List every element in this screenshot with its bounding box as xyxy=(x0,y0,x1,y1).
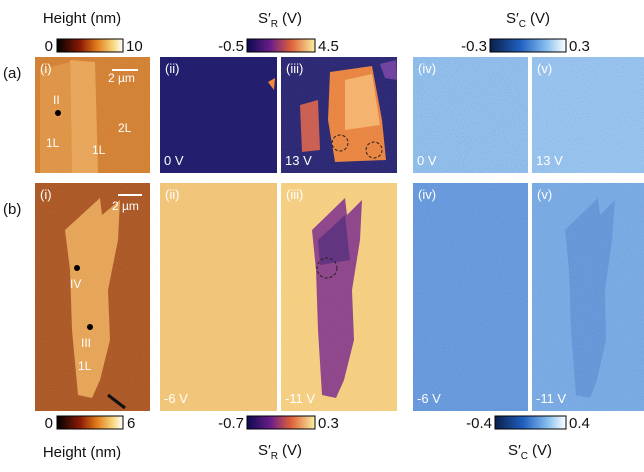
image-shape xyxy=(281,183,397,411)
label: Height (nm) xyxy=(43,10,121,27)
panel-b-v: (v) -11 V xyxy=(532,183,644,411)
label: (iii) xyxy=(286,61,303,76)
label: (v) xyxy=(537,187,552,202)
panel-a-v: (v) 13 V xyxy=(532,57,644,173)
figure: Height (nm) 0 10 S′R(V) -0.5 4.5 S′C(V) … xyxy=(0,0,644,467)
image-shape xyxy=(87,324,93,330)
colorbar-bottom-sr: -0.7 0.3 S′R (V) xyxy=(218,415,339,462)
label: -11 V xyxy=(285,391,315,406)
label: S′R (V) xyxy=(258,10,302,30)
label: 4.5 xyxy=(318,38,339,55)
image-shape xyxy=(74,265,80,271)
label: C xyxy=(519,19,526,30)
label: 1L xyxy=(46,136,60,150)
panel-b-iv: (iv) -6 V xyxy=(413,183,528,411)
label: (v) xyxy=(537,61,552,76)
label: S′R (V) xyxy=(258,442,302,462)
label: (iv) xyxy=(418,187,436,202)
image-shape xyxy=(55,110,61,116)
label: (b) xyxy=(3,201,21,218)
label: III xyxy=(81,336,91,350)
colorbar-top-sc: S′C (V) -0.3 0.3 xyxy=(461,10,590,55)
label: R xyxy=(271,451,278,462)
label: 2 µm xyxy=(108,71,135,85)
panel-a-i: (i) 2 µm II 1L 1L 2L xyxy=(35,57,150,173)
label: (iv) xyxy=(418,61,436,76)
label: (V) xyxy=(282,442,302,459)
colorbar-bottom-sc: -0.4 0.4 S′C (V) xyxy=(466,415,590,462)
label: 0 V xyxy=(164,153,184,168)
label: (i) xyxy=(40,61,52,76)
label: 1L xyxy=(78,359,92,373)
label: (V) xyxy=(530,10,550,27)
label: 0 xyxy=(45,415,53,432)
panel-a-ii: (ii) 0 V xyxy=(160,57,277,173)
label: -0.3 xyxy=(461,38,487,55)
label: C xyxy=(521,451,528,462)
label: 0 V xyxy=(417,153,437,168)
label: 0.3 xyxy=(569,38,590,55)
label: 0.3 xyxy=(318,415,339,432)
label: Height (nm) xyxy=(43,444,121,461)
label: -0.7 xyxy=(218,415,244,432)
label: (V) xyxy=(282,10,302,27)
label: S′ xyxy=(506,10,519,27)
label: 1L xyxy=(92,143,106,157)
colorbar xyxy=(247,39,315,52)
label: 13 V xyxy=(285,153,312,168)
label: 0 xyxy=(45,38,53,55)
colorbar xyxy=(57,416,123,429)
label: 13 V xyxy=(536,153,563,168)
label: R xyxy=(271,19,278,30)
colorbar xyxy=(490,39,566,52)
label: 6 xyxy=(127,415,135,432)
panel-b-ii: (ii) -6 V xyxy=(160,183,277,411)
image-shape xyxy=(413,183,528,411)
label: S′C (V) xyxy=(508,442,552,462)
colorbar xyxy=(57,39,123,52)
label: -11 V xyxy=(536,391,566,406)
label: -0.5 xyxy=(218,38,244,55)
panel-b-i: (i) 2 µm IV III 1L xyxy=(35,183,150,411)
label: S′ xyxy=(508,442,521,459)
colorbar xyxy=(495,416,566,429)
colorbar-bottom-height: 0 6 Height (nm) xyxy=(43,415,136,461)
panel-a-iii: (iii) 13 V xyxy=(281,57,397,173)
label: (ii) xyxy=(165,61,179,76)
label: 0.4 xyxy=(569,415,590,432)
label: 2L xyxy=(118,121,132,135)
colorbar-top-sr: S′R (V) -0.5 4.5 xyxy=(218,10,339,55)
label: (iii) xyxy=(286,187,303,202)
image-shape xyxy=(160,183,277,411)
label: 10 xyxy=(126,38,143,55)
label: (i) xyxy=(40,187,52,202)
label: -6 V xyxy=(164,391,188,406)
colorbar-top-height: Height (nm) 0 10 xyxy=(43,10,143,55)
colorbar xyxy=(247,416,315,429)
label: S′ xyxy=(258,442,271,459)
image-shape xyxy=(532,183,644,411)
image-shape xyxy=(35,183,150,411)
label: S′ xyxy=(258,10,271,27)
label: (a) xyxy=(3,65,21,82)
label: IV xyxy=(70,277,81,291)
label: S′C (V) xyxy=(506,10,550,30)
label: -6 V xyxy=(417,391,441,406)
panel-a-iv: (iv) 0 V xyxy=(413,57,528,173)
label: II xyxy=(53,93,60,107)
label: 2 µm xyxy=(112,199,139,213)
label: (ii) xyxy=(165,187,179,202)
label: (V) xyxy=(532,442,552,459)
panel-b-iii: (iii) -11 V xyxy=(281,183,397,411)
label: -0.4 xyxy=(466,415,492,432)
